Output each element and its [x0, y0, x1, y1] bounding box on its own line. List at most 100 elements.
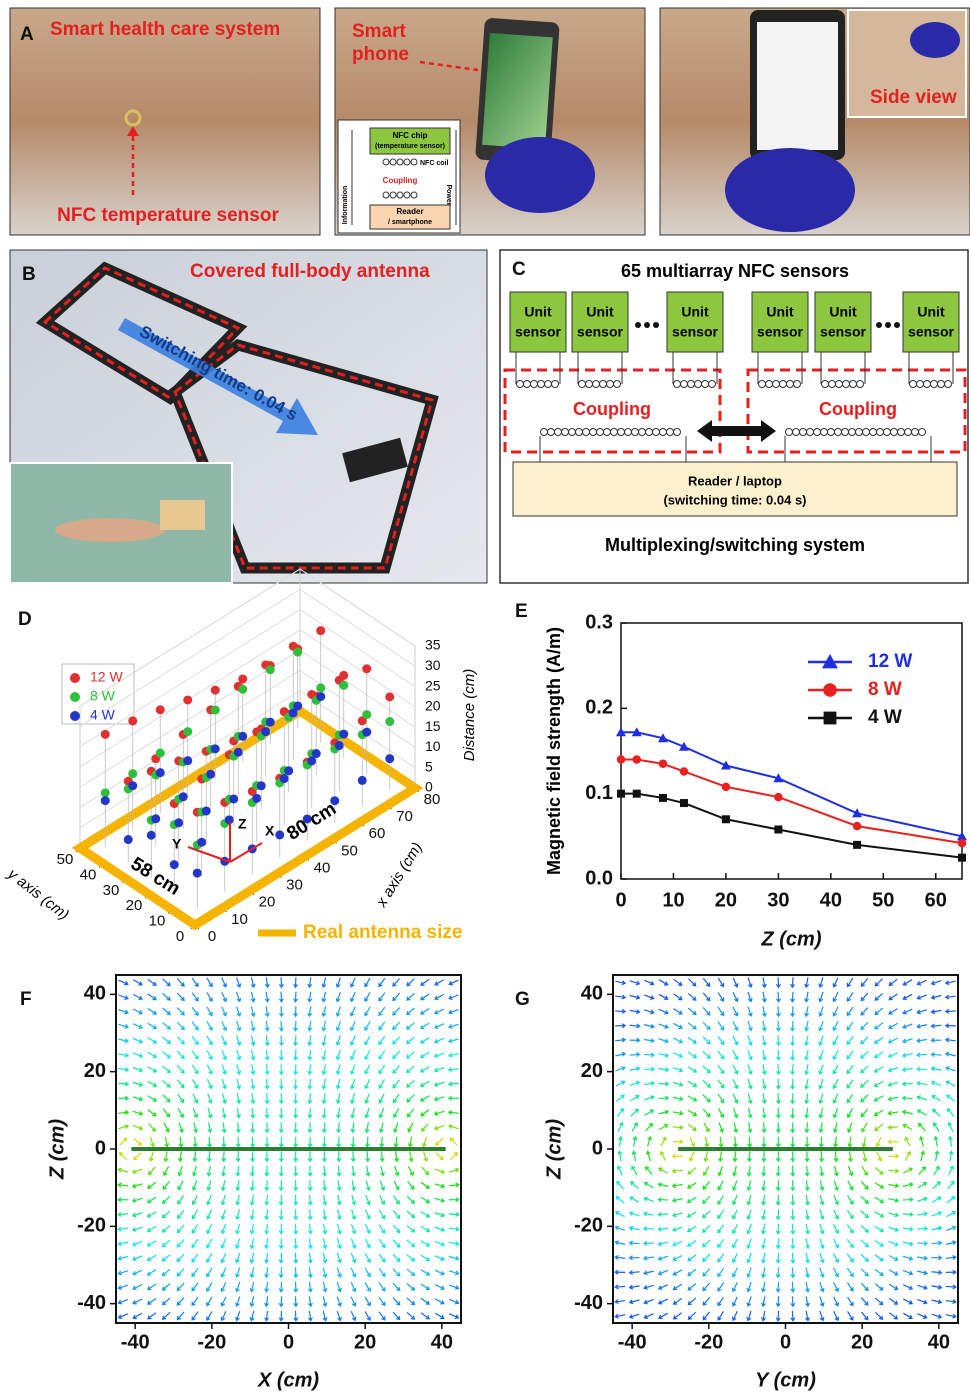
x-tick-label: -20: [197, 1331, 226, 1353]
field-arrow: [322, 1006, 326, 1016]
field-arrow: [177, 1065, 184, 1073]
field-arrow: [133, 1038, 142, 1043]
panel-letter: B: [22, 264, 36, 285]
field-arrow: [733, 1311, 738, 1320]
field-arrow: [733, 1065, 738, 1074]
field-arrow: [861, 1254, 868, 1261]
field-arrow: [133, 1053, 142, 1057]
field-arrow: [393, 1008, 400, 1015]
field-arrow: [449, 1242, 459, 1246]
field-arrow: [630, 1038, 640, 1042]
field-arrow: [917, 1212, 927, 1216]
field-arrow: [134, 1153, 141, 1160]
label: NFC temperature sensor: [57, 205, 279, 226]
field-arrow: [776, 1195, 780, 1205]
field-arrow: [616, 1197, 624, 1203]
field-arrow: [294, 1151, 298, 1161]
field-arrow: [221, 1311, 226, 1320]
field-arrow: [308, 1238, 312, 1248]
field-arrow: [177, 1022, 184, 1029]
y-tick-label: 0: [176, 928, 184, 945]
field-arrow: [449, 1125, 459, 1129]
y-tick-label: 10: [149, 913, 166, 930]
field-arrow: [149, 1124, 156, 1131]
field-arrow: [703, 1008, 710, 1015]
y-tick-label: 40: [581, 983, 603, 1005]
field-arrow: [351, 1079, 355, 1088]
field-arrow: [323, 1267, 327, 1277]
field-arrow: [949, 1151, 953, 1161]
point: [156, 749, 165, 758]
field-arrow: [308, 1137, 312, 1147]
field-arrow: [351, 1311, 356, 1320]
field-arrow: [644, 980, 653, 985]
field-arrow: [380, 1122, 384, 1132]
field-arrow: [365, 1122, 369, 1132]
point: [257, 781, 266, 790]
field-arrow: [615, 1270, 625, 1274]
field-arrow: [917, 1256, 927, 1260]
field-arrow: [279, 1151, 283, 1161]
field-arrow: [322, 1079, 326, 1089]
point: [362, 728, 371, 737]
field-arrow: [688, 1269, 696, 1275]
point: [238, 674, 247, 683]
field-arrow: [861, 1109, 868, 1117]
field-arrow: [237, 1050, 241, 1060]
field-arrow: [834, 1268, 839, 1277]
panel-c: C 65 multiarray NFC sensors Coupling Cou…: [500, 250, 968, 583]
field-arrow: [946, 1256, 956, 1260]
unit-label: Unit: [681, 304, 709, 320]
point: [293, 648, 302, 657]
field-arrow: [163, 1312, 170, 1319]
field-arrow: [177, 1240, 184, 1247]
field-arrow: [917, 1067, 927, 1071]
field-arrow: [351, 1239, 356, 1248]
unit-label: sensor: [820, 324, 866, 340]
field-arrow: [265, 1253, 269, 1263]
field-arrow: [177, 993, 184, 1000]
y-tick-label: -40: [77, 1292, 106, 1314]
field-arrow: [630, 995, 640, 999]
field-arrow: [644, 1227, 654, 1231]
figure: A Smart health care system NFC temperatu…: [0, 0, 970, 1395]
field-arrow: [279, 1180, 283, 1190]
field-arrow: [435, 1270, 444, 1275]
field-arrow: [805, 1137, 809, 1147]
field-arrow: [250, 1180, 254, 1190]
field-arrow: [308, 1311, 312, 1321]
point: [128, 716, 137, 725]
field-arrow: [718, 1311, 723, 1320]
field-arrow: [265, 1122, 269, 1132]
field-arrow: [192, 1195, 197, 1204]
field-arrow: [193, 1137, 197, 1147]
field-arrow: [673, 1097, 683, 1101]
field-arrow: [133, 1227, 142, 1231]
field-arrow: [322, 1122, 326, 1132]
field-arrow: [748, 1050, 752, 1059]
field-arrow: [193, 1094, 198, 1103]
field-arrow: [718, 1239, 724, 1247]
field-arrow: [644, 1212, 654, 1216]
field-arrow: [178, 1181, 183, 1190]
point: [362, 664, 371, 673]
phone-screen: [757, 22, 838, 150]
field-arrow: [133, 1213, 143, 1217]
field-arrow: [294, 977, 298, 987]
field-arrow: [733, 1079, 738, 1088]
field-arrow: [365, 1137, 369, 1147]
field-arrow: [719, 1137, 723, 1147]
field-arrow: [409, 1151, 413, 1161]
field-arrow: [393, 1283, 400, 1290]
field-arrow: [762, 1035, 766, 1045]
unit-sensor: [510, 292, 566, 352]
field-arrow: [931, 1241, 941, 1245]
field-arrow: [336, 978, 340, 987]
field-arrow: [133, 1111, 143, 1115]
field-arrow: [819, 1050, 823, 1059]
z-tick-label: 15: [425, 718, 441, 734]
field-arrow: [875, 1096, 884, 1101]
field-arrow: [820, 1239, 824, 1248]
field-arrow: [421, 1255, 430, 1260]
field-arrow: [673, 1227, 682, 1231]
